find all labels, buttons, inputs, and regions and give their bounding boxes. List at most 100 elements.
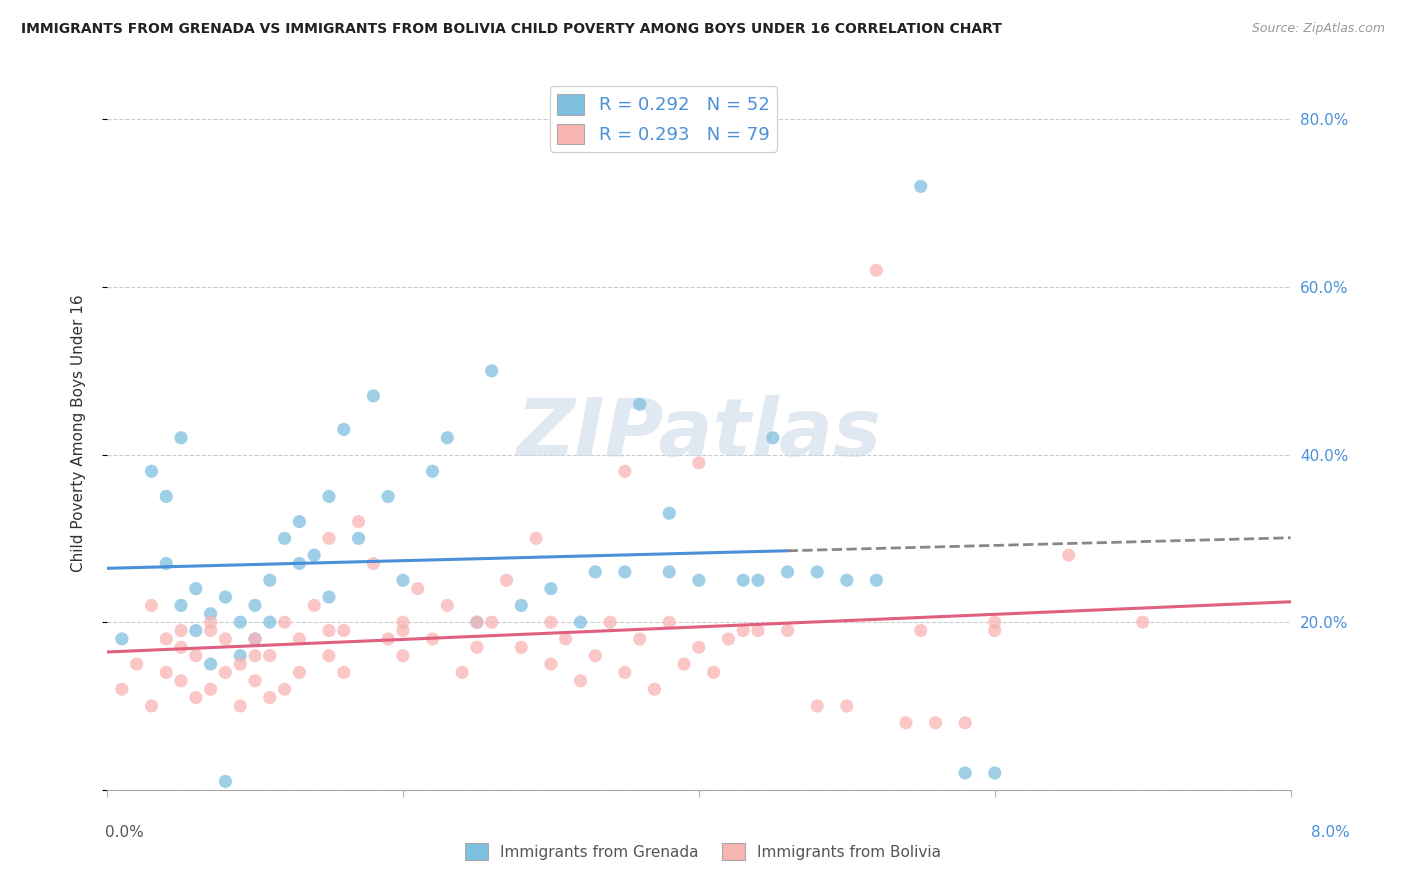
Point xyxy=(214,665,236,680)
Point xyxy=(170,673,193,688)
Point xyxy=(835,574,858,588)
Point xyxy=(170,599,193,613)
Point xyxy=(540,657,562,671)
Point xyxy=(510,640,533,655)
Point xyxy=(465,615,488,629)
Point xyxy=(155,665,177,680)
Point xyxy=(495,574,517,588)
Point xyxy=(184,690,207,705)
Point xyxy=(259,615,281,629)
Point xyxy=(835,698,858,713)
Point xyxy=(540,582,562,596)
Point xyxy=(200,607,222,621)
Point xyxy=(392,648,415,663)
Point xyxy=(318,590,340,604)
Point xyxy=(658,615,681,629)
Point xyxy=(910,624,932,638)
Point xyxy=(229,615,252,629)
Point xyxy=(583,565,606,579)
Point xyxy=(273,615,295,629)
Point xyxy=(259,574,281,588)
Point xyxy=(688,640,710,655)
Point xyxy=(599,615,621,629)
Point xyxy=(200,682,222,697)
Point xyxy=(318,532,340,546)
Point xyxy=(184,582,207,596)
Point xyxy=(243,632,266,646)
Point xyxy=(422,464,444,478)
Point xyxy=(214,590,236,604)
Point xyxy=(170,624,193,638)
Point xyxy=(436,599,458,613)
Point xyxy=(170,431,193,445)
Point xyxy=(200,657,222,671)
Point xyxy=(406,582,429,596)
Point xyxy=(658,506,681,520)
Point xyxy=(465,640,488,655)
Point xyxy=(392,615,415,629)
Point xyxy=(229,698,252,713)
Point xyxy=(436,431,458,445)
Point xyxy=(910,179,932,194)
Point xyxy=(333,422,356,436)
Point xyxy=(243,599,266,613)
Point xyxy=(155,632,177,646)
Point xyxy=(613,464,636,478)
Point xyxy=(392,574,415,588)
Point xyxy=(125,657,148,671)
Point xyxy=(865,263,887,277)
Point xyxy=(184,648,207,663)
Point xyxy=(673,657,696,671)
Point xyxy=(613,565,636,579)
Point xyxy=(894,715,917,730)
Point xyxy=(243,673,266,688)
Point xyxy=(554,632,576,646)
Point xyxy=(628,397,651,411)
Point xyxy=(141,599,163,613)
Point xyxy=(703,665,725,680)
Point xyxy=(200,624,222,638)
Text: Source: ZipAtlas.com: Source: ZipAtlas.com xyxy=(1251,22,1385,36)
Point xyxy=(184,624,207,638)
Point xyxy=(717,632,740,646)
Point xyxy=(540,615,562,629)
Point xyxy=(481,615,503,629)
Text: 0.0%: 0.0% xyxy=(105,825,145,840)
Point xyxy=(288,665,311,680)
Point xyxy=(688,574,710,588)
Point xyxy=(243,632,266,646)
Point xyxy=(733,624,755,638)
Point xyxy=(302,599,325,613)
Point xyxy=(747,574,769,588)
Text: ZIPatlas: ZIPatlas xyxy=(516,394,882,473)
Legend: R = 0.292   N = 52, R = 0.293   N = 79: R = 0.292 N = 52, R = 0.293 N = 79 xyxy=(550,87,776,152)
Legend: Immigrants from Grenada, Immigrants from Bolivia: Immigrants from Grenada, Immigrants from… xyxy=(458,837,948,866)
Point xyxy=(155,490,177,504)
Point xyxy=(953,715,976,730)
Point xyxy=(243,648,266,663)
Point xyxy=(273,532,295,546)
Point xyxy=(924,715,946,730)
Point xyxy=(111,682,134,697)
Point xyxy=(613,665,636,680)
Point xyxy=(776,624,799,638)
Point xyxy=(983,766,1005,780)
Point xyxy=(273,682,295,697)
Point xyxy=(288,515,311,529)
Point xyxy=(347,532,370,546)
Point xyxy=(658,565,681,579)
Point xyxy=(111,632,134,646)
Point xyxy=(481,364,503,378)
Point xyxy=(141,698,163,713)
Point xyxy=(983,624,1005,638)
Point xyxy=(347,515,370,529)
Point xyxy=(688,456,710,470)
Point xyxy=(628,632,651,646)
Point xyxy=(377,632,399,646)
Point xyxy=(983,615,1005,629)
Point xyxy=(170,640,193,655)
Point xyxy=(451,665,474,680)
Point xyxy=(318,624,340,638)
Point xyxy=(583,648,606,663)
Point xyxy=(392,624,415,638)
